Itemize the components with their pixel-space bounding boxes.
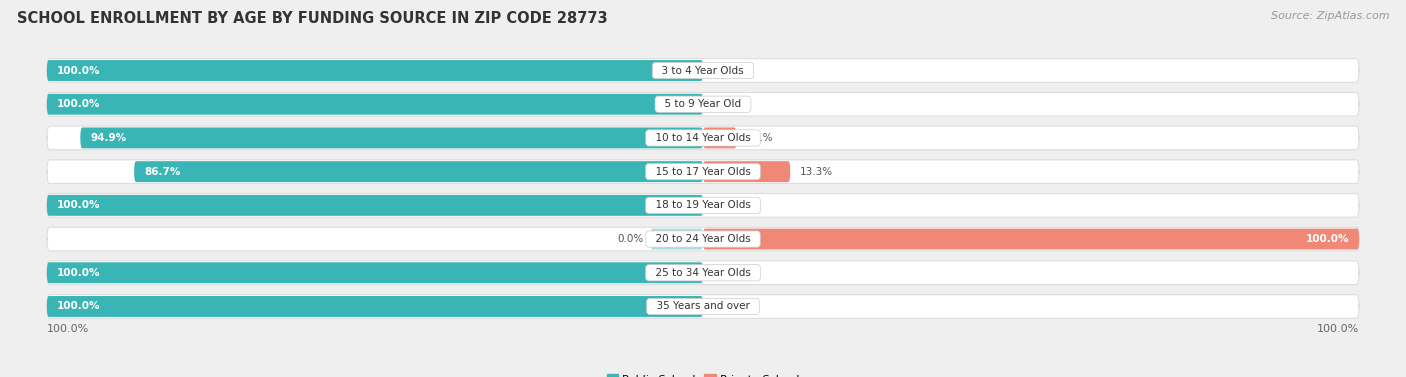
FancyBboxPatch shape xyxy=(46,261,1360,285)
Text: 25 to 34 Year Olds: 25 to 34 Year Olds xyxy=(648,268,758,278)
Text: 100.0%: 100.0% xyxy=(56,99,100,109)
Text: 0.0%: 0.0% xyxy=(713,200,740,210)
Text: 100.0%: 100.0% xyxy=(56,200,100,210)
Text: 94.9%: 94.9% xyxy=(90,133,127,143)
Text: 0.0%: 0.0% xyxy=(713,66,740,75)
FancyBboxPatch shape xyxy=(46,262,703,283)
Text: 100.0%: 100.0% xyxy=(56,302,100,311)
Text: 86.7%: 86.7% xyxy=(143,167,180,177)
FancyBboxPatch shape xyxy=(703,228,1360,250)
Text: 5.1%: 5.1% xyxy=(747,133,773,143)
FancyBboxPatch shape xyxy=(46,296,703,317)
FancyBboxPatch shape xyxy=(703,161,790,182)
FancyBboxPatch shape xyxy=(46,160,1360,184)
Legend: Public School, Private School: Public School, Private School xyxy=(602,370,804,377)
FancyBboxPatch shape xyxy=(80,127,703,149)
Text: 100.0%: 100.0% xyxy=(56,268,100,278)
Text: 0.0%: 0.0% xyxy=(713,99,740,109)
FancyBboxPatch shape xyxy=(651,228,703,250)
Text: 15 to 17 Year Olds: 15 to 17 Year Olds xyxy=(648,167,758,177)
Text: 0.0%: 0.0% xyxy=(617,234,644,244)
Text: Source: ZipAtlas.com: Source: ZipAtlas.com xyxy=(1271,11,1389,21)
FancyBboxPatch shape xyxy=(46,195,703,216)
FancyBboxPatch shape xyxy=(703,127,737,149)
FancyBboxPatch shape xyxy=(46,60,703,81)
Text: 35 Years and over: 35 Years and over xyxy=(650,302,756,311)
FancyBboxPatch shape xyxy=(46,295,1360,318)
FancyBboxPatch shape xyxy=(46,227,1360,251)
Text: SCHOOL ENROLLMENT BY AGE BY FUNDING SOURCE IN ZIP CODE 28773: SCHOOL ENROLLMENT BY AGE BY FUNDING SOUR… xyxy=(17,11,607,26)
FancyBboxPatch shape xyxy=(46,59,1360,82)
Text: 5 to 9 Year Old: 5 to 9 Year Old xyxy=(658,99,748,109)
Text: 10 to 14 Year Olds: 10 to 14 Year Olds xyxy=(650,133,756,143)
Text: 13.3%: 13.3% xyxy=(800,167,834,177)
Text: 100.0%: 100.0% xyxy=(56,66,100,75)
Text: 18 to 19 Year Olds: 18 to 19 Year Olds xyxy=(648,200,758,210)
Text: 100.0%: 100.0% xyxy=(1306,234,1350,244)
Text: 100.0%: 100.0% xyxy=(46,324,89,334)
Text: 20 to 24 Year Olds: 20 to 24 Year Olds xyxy=(650,234,756,244)
Text: 0.0%: 0.0% xyxy=(713,302,740,311)
FancyBboxPatch shape xyxy=(46,193,1360,217)
FancyBboxPatch shape xyxy=(46,126,1360,150)
Text: 0.0%: 0.0% xyxy=(713,268,740,278)
FancyBboxPatch shape xyxy=(134,161,703,182)
FancyBboxPatch shape xyxy=(46,94,703,115)
Text: 100.0%: 100.0% xyxy=(1317,324,1360,334)
Text: 3 to 4 Year Olds: 3 to 4 Year Olds xyxy=(655,66,751,75)
FancyBboxPatch shape xyxy=(46,92,1360,116)
